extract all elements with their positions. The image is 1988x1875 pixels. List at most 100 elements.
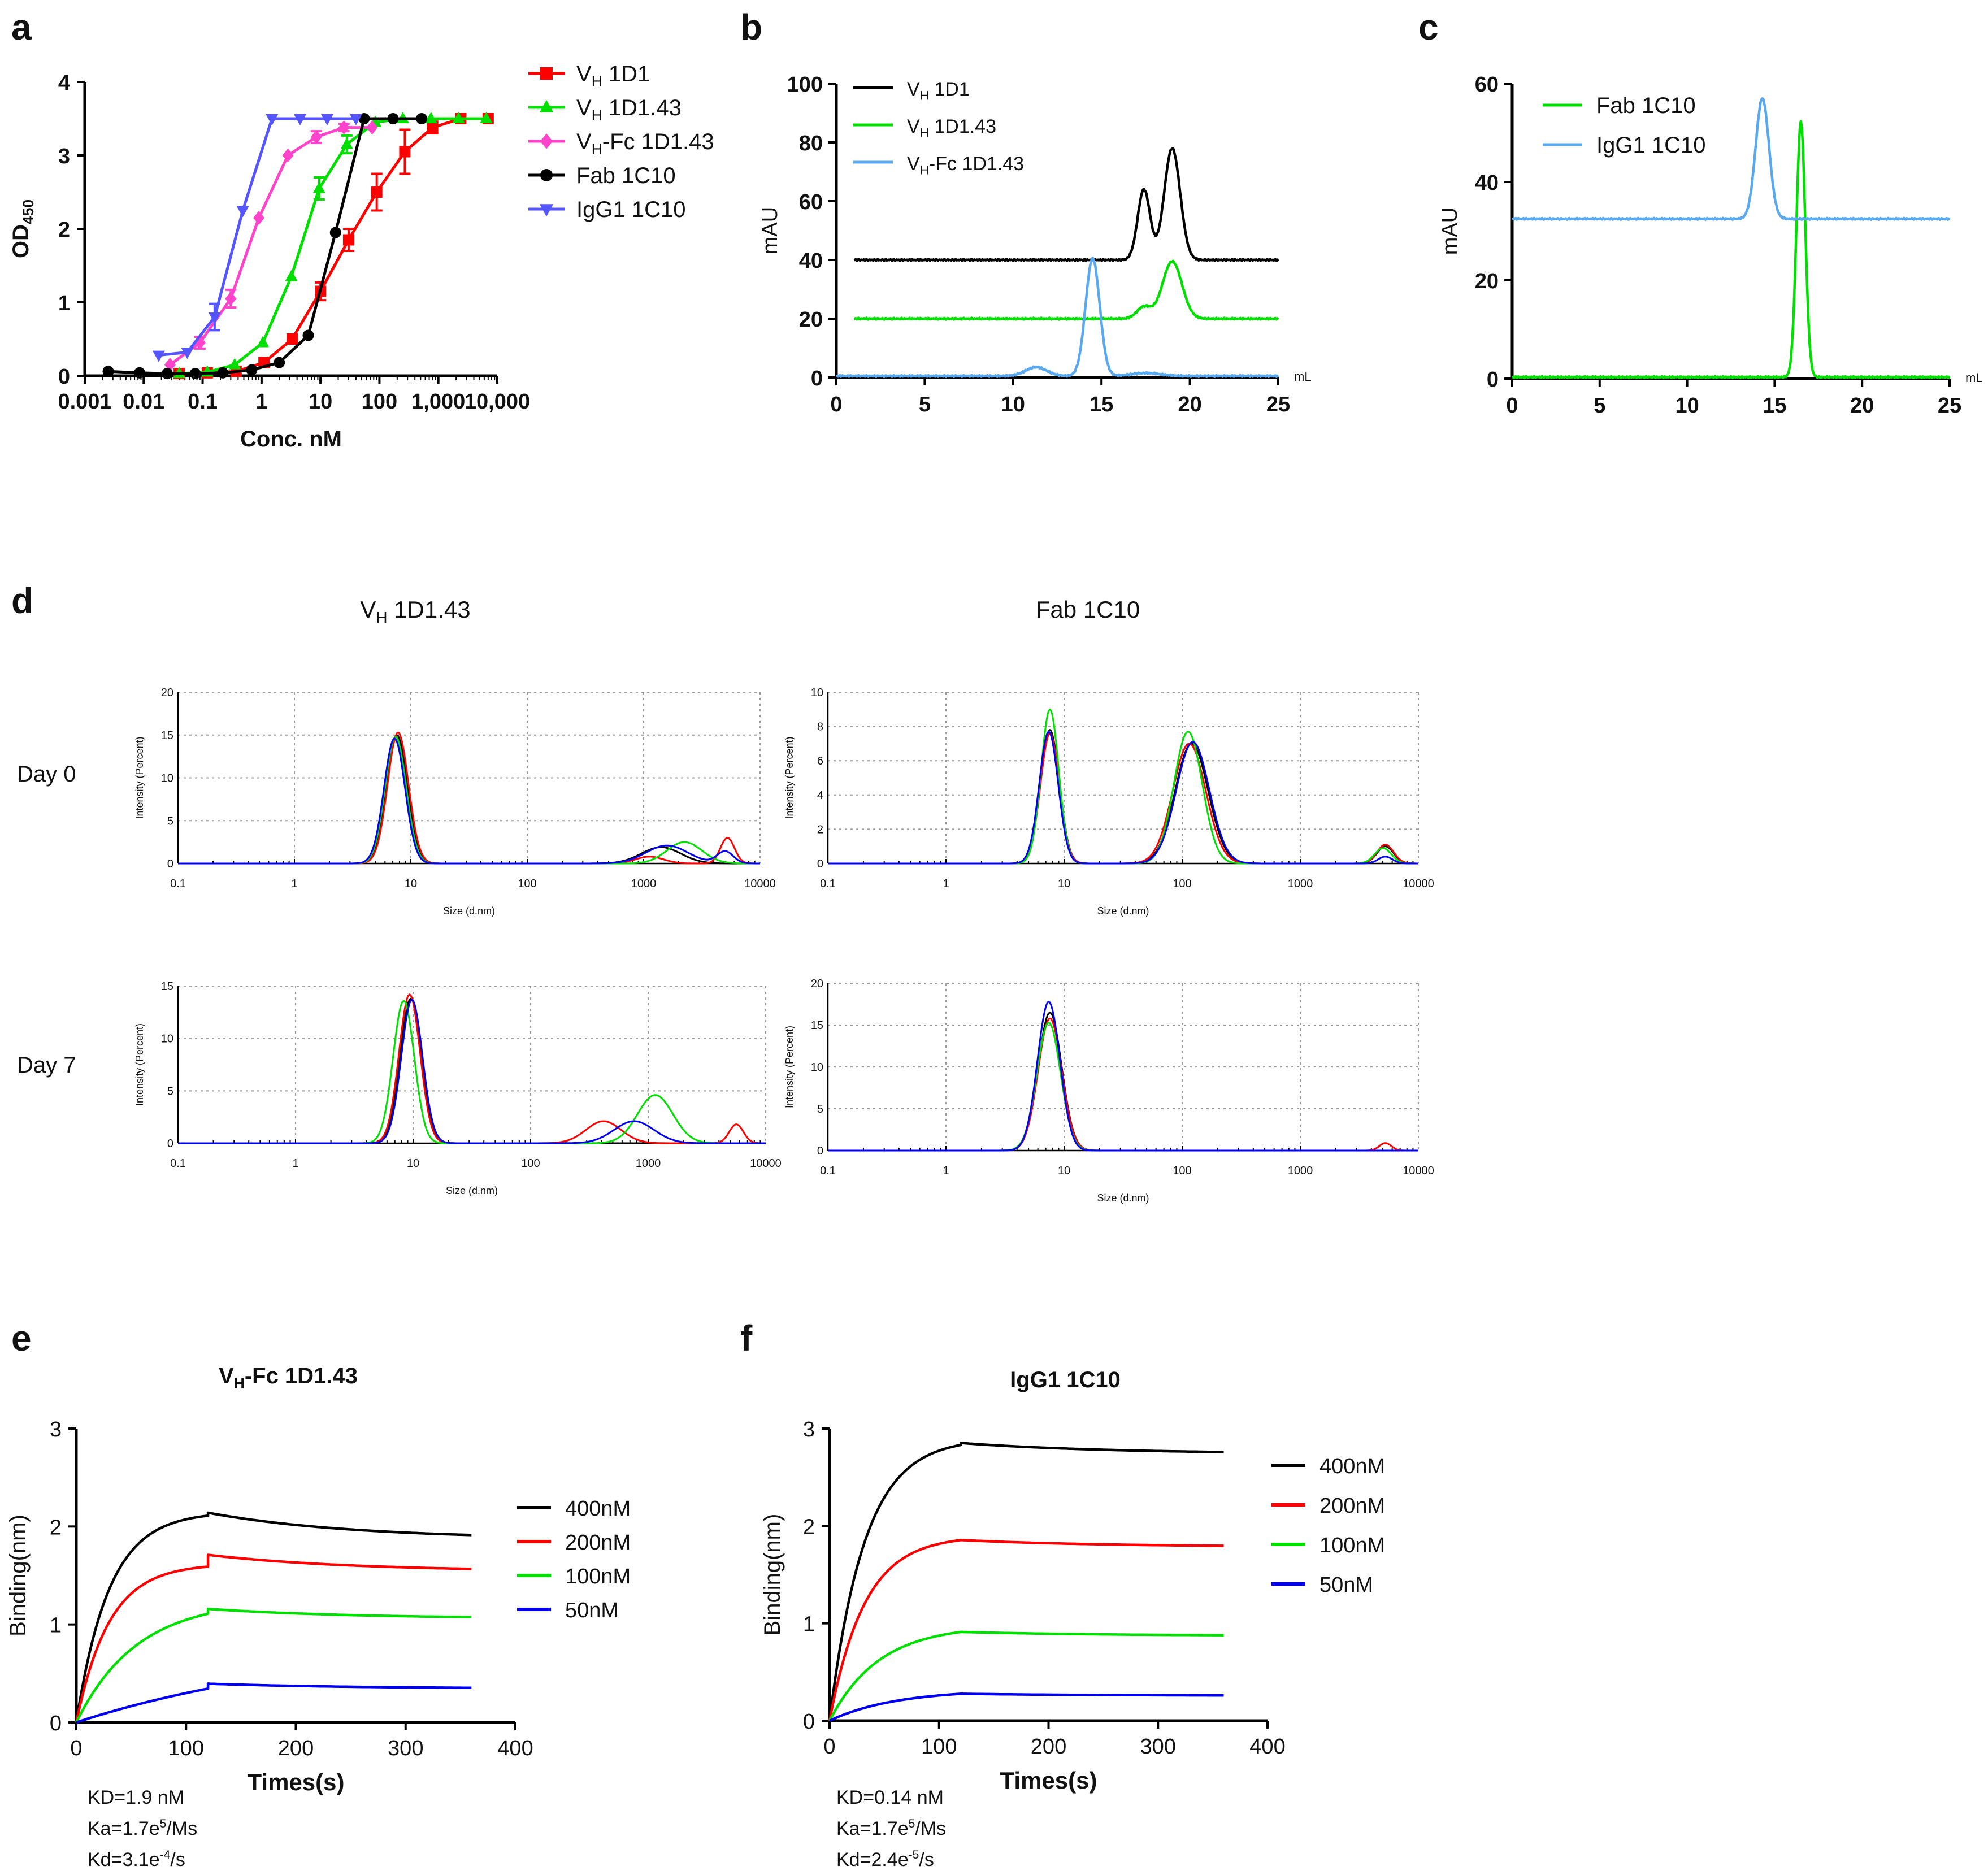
x-tick-label: 10,000	[465, 390, 530, 414]
legend-label: VH-Fc 1D1.43	[576, 129, 714, 158]
label-main: IgG1 1C10	[576, 197, 685, 222]
y-tick-label: 0	[817, 858, 823, 870]
binding-curve-200nm	[75, 1553, 472, 1723]
series-trace-igg1-1c10	[1512, 97, 1951, 222]
y-axis-title: mAU	[758, 207, 782, 254]
label-main: V	[907, 153, 920, 175]
legend-label: VH 1D1.43	[907, 116, 996, 140]
data-point	[161, 368, 173, 380]
x-tick-label: 1000	[1288, 1165, 1313, 1177]
y-tick-label: 10	[811, 687, 823, 699]
data-point	[416, 113, 428, 124]
panel-letter-d: d	[11, 580, 33, 621]
binding-curve-100nm	[828, 1630, 1224, 1722]
series-trace-vh-fc-1d1.43	[836, 256, 1279, 379]
size-distribution-curve	[828, 1012, 1418, 1152]
subscript: H	[592, 107, 602, 124]
x-tick-label: 10000	[750, 1157, 782, 1170]
y-tick-label: 10	[161, 1033, 173, 1045]
x-tick-label: 25	[1938, 394, 1961, 418]
x-tick-label: 0.1	[820, 1165, 836, 1177]
x-tick-label: 0	[830, 393, 842, 416]
y-tick-label: 10	[161, 772, 173, 785]
y-tick-label: 8	[817, 721, 823, 733]
data-point	[285, 270, 298, 281]
data-point	[236, 206, 249, 218]
y-tick-label: 5	[167, 815, 173, 827]
x-axis-unit: mL	[1294, 370, 1312, 384]
x-tick-label: 0.1	[820, 878, 836, 890]
x-tick-label: 1,000	[411, 390, 465, 414]
data-point	[387, 113, 399, 124]
panel-letter-c: c	[1418, 7, 1439, 47]
data-point	[424, 112, 437, 123]
data-point	[293, 114, 306, 125]
y-tick-label: 20	[161, 687, 173, 699]
panel-e-bli-chart: VH-Fc 1D1.43 0 1 2 3 0 100 200 300 400 Times(s) Bin…	[6, 1364, 631, 1870]
legend: 400nM 200nM 100nM 50nM	[1271, 1455, 1385, 1597]
label-rest: 1D1.43	[387, 596, 470, 623]
data-point	[540, 133, 553, 149]
label-main: Fab 1C10	[576, 163, 676, 188]
label-main: Fab 1C10	[1596, 93, 1696, 118]
legend-label: VH 1D1.43	[576, 96, 682, 124]
kinetics-line: KD=1.9 nM	[88, 1787, 184, 1808]
y-tick-label: 80	[799, 132, 823, 155]
size-distribution-curve	[828, 1017, 1418, 1152]
x-tick-label: 100	[518, 878, 536, 890]
y-tick-label: 2	[58, 218, 70, 242]
y-axis-title: Intensity (Percent)	[134, 1023, 145, 1106]
x-tick-label: 0.1	[170, 1157, 186, 1170]
data-point	[217, 367, 229, 379]
data-point	[286, 333, 298, 345]
y-tick-label: 0	[817, 1145, 823, 1157]
x-tick-label: 15	[1763, 394, 1786, 418]
x-tick-label: 5	[1594, 394, 1605, 418]
data-point	[452, 112, 465, 123]
data-point	[480, 112, 493, 123]
y-tick-label: 0	[167, 1138, 173, 1150]
y-axis-title: Intensity (Percent)	[134, 736, 145, 819]
size-distribution-curve	[178, 999, 766, 1144]
data-point	[266, 114, 279, 125]
legend-label: 100nM	[565, 1565, 631, 1588]
y-tick-label: 0	[803, 1710, 815, 1734]
panel-letter-e: e	[11, 1318, 32, 1358]
chart-title: VH-Fc 1D1.43	[219, 1364, 358, 1392]
series-trace-fab-1c10	[1512, 120, 1951, 380]
x-tick-label: 100	[921, 1735, 957, 1759]
label-rest: /Ms	[166, 1818, 197, 1839]
legend-label: IgG1 1C10	[1596, 133, 1705, 158]
data-point	[302, 329, 314, 341]
superscript: 5	[160, 1817, 167, 1830]
x-tick-label: 1000	[631, 878, 657, 890]
label-main: IgG1 1C10	[1596, 133, 1705, 158]
x-tick-label: 10	[1058, 1165, 1070, 1177]
data-point	[189, 368, 201, 380]
x-tick-label: 10	[309, 390, 332, 414]
series-vh-1d1	[173, 113, 494, 380]
data-point	[274, 357, 285, 368]
x-tick-label: 1	[292, 1157, 298, 1170]
x-tick-label: 0	[823, 1735, 835, 1759]
x-tick-label: 1	[943, 1165, 949, 1177]
label-main: Ka=1.7e	[88, 1818, 160, 1839]
data-point	[253, 211, 265, 225]
y-tick-label: 60	[799, 190, 823, 214]
label-rest: 1D1.43	[602, 96, 682, 120]
y-axis-title: mAU	[1438, 207, 1462, 255]
panel-d-title-right: Fab 1C10	[1036, 596, 1140, 623]
kinetics-line: Ka=1.7e5/Ms	[88, 1817, 197, 1839]
y-tick-label: 15	[811, 1019, 823, 1032]
binding-curve-100nm	[75, 1607, 472, 1723]
label-main: Ka=1.7e	[836, 1818, 909, 1839]
data-point	[539, 99, 554, 112]
series-line	[158, 117, 356, 357]
x-tick-label: 5	[919, 393, 931, 416]
data-point	[539, 204, 554, 217]
x-tick-label: 400	[497, 1737, 533, 1760]
label-main: V	[219, 1364, 234, 1388]
binding-curve-400nm	[75, 1511, 472, 1723]
